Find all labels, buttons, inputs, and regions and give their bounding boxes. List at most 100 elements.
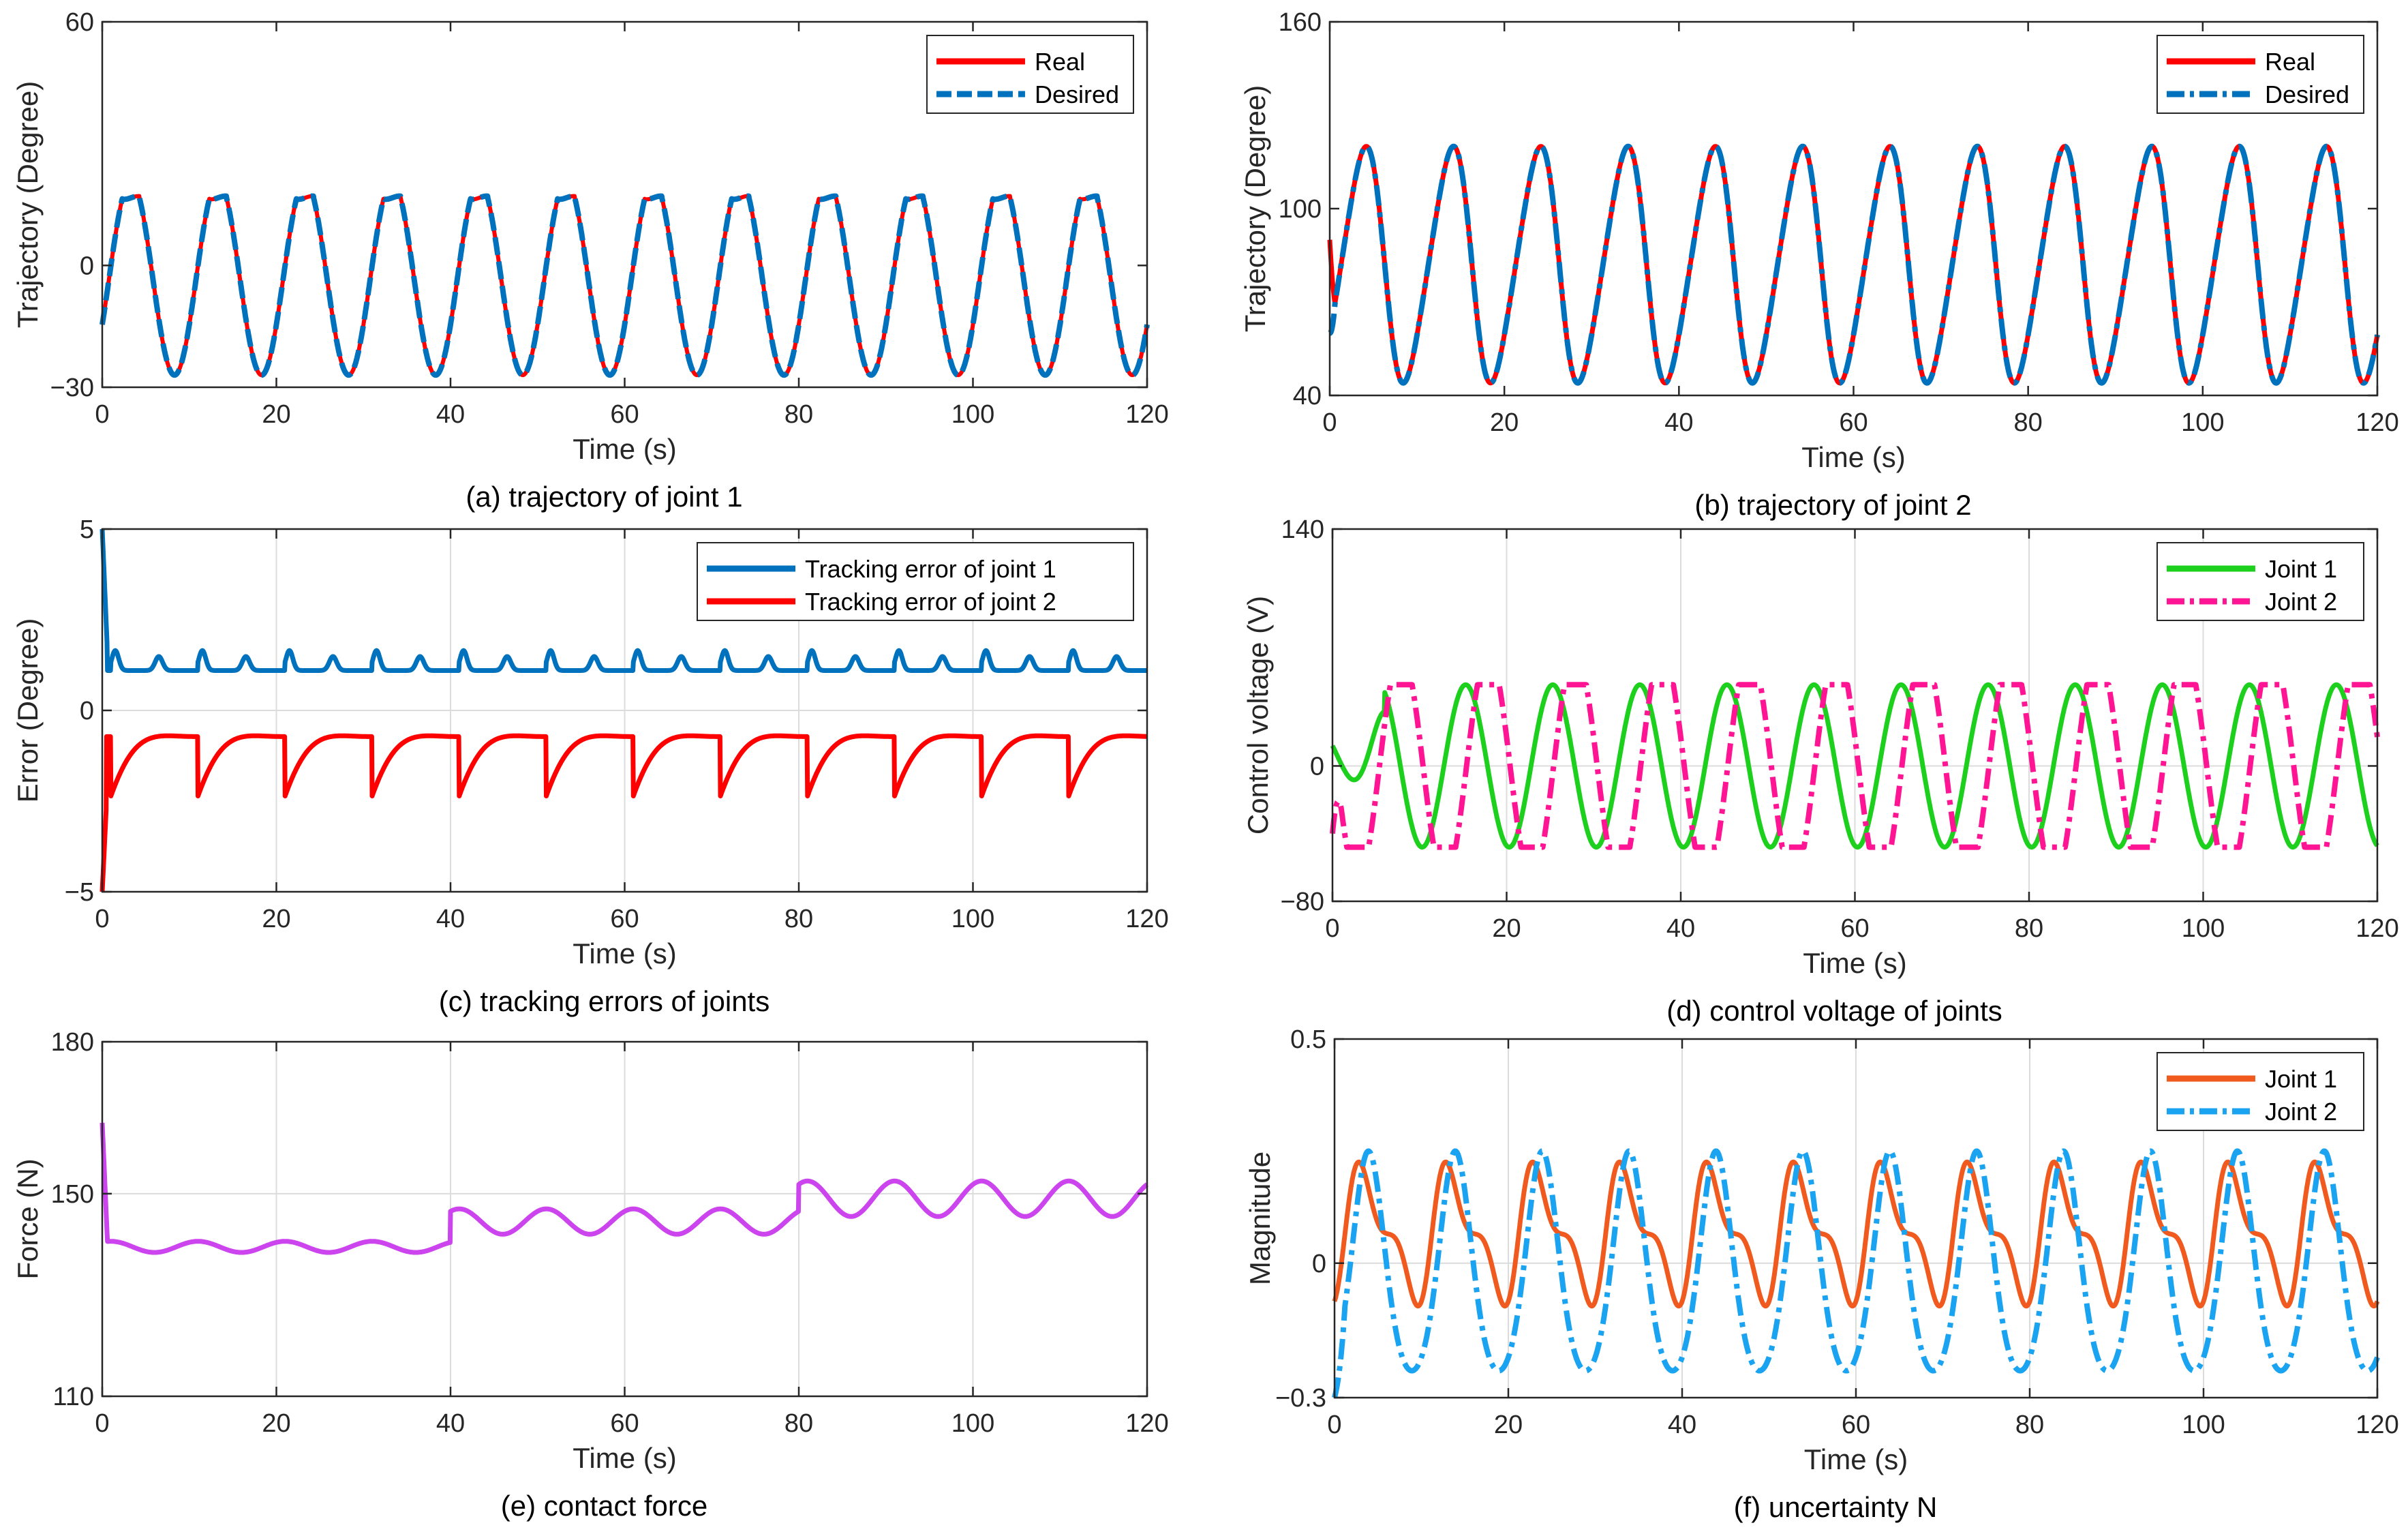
legend: Real Desired [2156,35,2364,114]
x-tick-label: 40 [1664,408,1693,437]
series-line-2 [1332,1148,2380,1399]
series-line-2 [100,733,1149,892]
x-tick-label: 20 [1490,408,1519,437]
x-tick-label: 60 [610,905,639,933]
x-axis-label: Time (s) [573,937,676,969]
chart-caption: (d) control voltage of joints [1666,995,2002,1027]
series-line-2 [1327,143,2380,386]
x-tick-label: 100 [2181,408,2224,437]
x-tick-label: 20 [1492,914,1521,943]
legend: Real Desired [926,35,1134,114]
y-tick-label: 180 [51,1028,94,1057]
chart-caption: (f) uncertainty N [1734,1491,1938,1523]
x-axis-label: Time (s) [1801,441,1905,473]
y-tick-label: 40 [1293,382,1322,410]
chart-caption: (b) trajectory of joint 2 [1694,489,1971,521]
y-axis-label: Trajectory (Degree) [12,81,44,329]
chart-caption: (e) contact force [501,1490,707,1522]
x-tick-label: 100 [2182,914,2225,943]
x-axis-label: Time (s) [1804,1443,1908,1475]
x-tick-label: 20 [262,905,290,933]
series-line-2 [1330,682,2380,850]
x-tick-label: 40 [1666,914,1695,943]
series-line-1 [1330,682,2379,850]
x-tick-label: 60 [1839,408,1868,437]
y-tick-label: 0 [80,697,94,725]
y-tick-label: 0.5 [1290,1025,1326,1054]
legend-box [2156,1052,2364,1131]
chart-caption: (c) tracking errors of joints [439,985,769,1017]
chart-panel-e: 0 20 40 60 80 100 120 110 150 180 Time (s) Force (N… [12,1028,1169,1522]
x-tick-label: 60 [610,400,639,429]
x-tick-label: 0 [1327,1411,1341,1439]
x-tick-label: 80 [2015,914,2043,943]
y-tick-label: 150 [51,1180,94,1209]
x-tick-label: 100 [951,400,994,429]
x-tick-label: 0 [95,905,109,933]
x-tick-label: 120 [2356,1411,2398,1439]
x-tick-label: 100 [2182,1411,2225,1439]
x-tick-label: 0 [95,1409,109,1438]
y-tick-label: 100 [1279,195,1322,224]
x-tick-label: 120 [1125,905,1168,933]
x-tick-label: 100 [951,905,994,933]
legend-label: Real [2265,48,2315,76]
x-tick-label: 0 [1325,914,1339,943]
x-tick-label: 40 [436,400,465,429]
y-axis-label: Control voltage (V) [1242,596,1274,834]
y-tick-label: 5 [80,515,94,544]
y-tick-label: 140 [1281,515,1324,544]
y-tick-label: −30 [50,374,94,402]
legend-label: Real [1035,48,1085,76]
x-tick-label: 40 [436,1409,465,1438]
series-line-2 [100,193,1150,378]
x-tick-label: 100 [951,1409,994,1438]
x-tick-label: 120 [1125,400,1168,429]
x-tick-label: 0 [95,400,109,429]
y-tick-label: 0 [1310,752,1324,781]
x-tick-label: 60 [1840,914,1869,943]
x-tick-label: 120 [1125,1409,1168,1438]
legend: Tracking error of joint 1 Tracking error … [697,542,1134,621]
legend: Joint 1 Joint 2 [2156,1052,2364,1131]
y-axis-label: Force (N) [12,1158,44,1279]
x-tick-label: 120 [2356,914,2398,943]
legend-box [2156,35,2364,114]
legend-label: Tracking error of joint 2 [805,588,1056,616]
chart-caption: (a) trajectory of joint 1 [466,481,742,513]
y-axis-label: Magnitude [1244,1152,1276,1285]
legend-label: Joint 2 [2265,588,2337,616]
x-tick-label: 80 [784,400,813,429]
y-tick-label: 0 [80,252,94,280]
legend: Joint 1 Joint 2 [2156,542,2364,621]
x-tick-label: 80 [784,1409,813,1438]
y-tick-label: −0.3 [1275,1384,1326,1413]
legend-label: Joint 1 [2265,555,2337,583]
y-tick-label: 60 [65,8,94,37]
legend-box [697,542,1134,621]
legend-label: Desired [1035,80,1119,108]
x-tick-label: 60 [1842,1411,1870,1439]
y-tick-label: −80 [1281,888,1324,916]
y-tick-label: 0 [1312,1250,1326,1278]
y-tick-label: 160 [1279,8,1322,37]
x-tick-label: 80 [784,905,813,933]
legend-label: Desired [2265,80,2349,108]
x-tick-label: 120 [2356,408,2398,437]
x-tick-label: 0 [1322,408,1337,437]
legend-box [926,35,1134,114]
series-line-1 [1332,1159,2380,1309]
legend-box [2156,542,2364,621]
x-tick-label: 20 [262,1409,290,1438]
chart-panel-b: 0 20 40 60 80 100 120 40 100 160 Time (s) Trajector… [1239,8,2399,521]
y-tick-label: −5 [65,878,94,907]
x-tick-label: 60 [610,1409,639,1438]
x-tick-label: 80 [2015,1411,2044,1439]
x-axis-label: Time (s) [573,1442,676,1474]
x-tick-label: 20 [262,400,290,429]
